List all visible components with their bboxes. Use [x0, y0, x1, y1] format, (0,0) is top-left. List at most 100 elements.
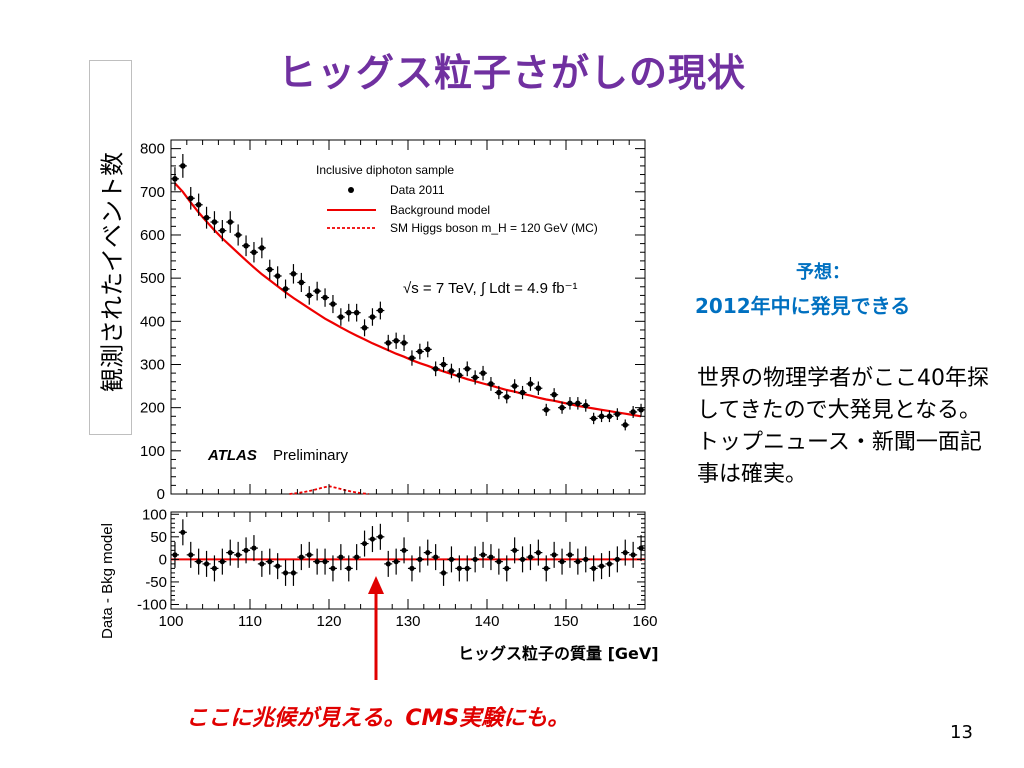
data-point: [172, 176, 178, 182]
data-point: [464, 366, 471, 372]
residual-point: [598, 563, 605, 569]
residual-point: [448, 556, 455, 562]
legend-entry-background: Background model: [390, 203, 490, 217]
data-point: [472, 374, 478, 381]
data-point: [582, 402, 589, 409]
data-point: [361, 324, 368, 331]
residual-point: [377, 534, 383, 540]
residual-point: [401, 547, 407, 553]
residual-point: [512, 547, 518, 553]
residual-point: [227, 550, 233, 556]
y-tick-label: 700: [140, 184, 165, 201]
residual-point: [464, 565, 470, 571]
legend-title: Inclusive diphoton sample: [316, 163, 454, 177]
residual-point: [267, 559, 273, 565]
residual-point: [219, 559, 225, 565]
x-tick-label: 130: [395, 613, 420, 630]
residual-point: [575, 559, 581, 565]
data-point: [511, 383, 518, 389]
residual-point: [330, 565, 336, 571]
residual-axis-title: Data - Bkg model: [99, 523, 116, 639]
data-point: [338, 314, 344, 320]
y-tick-label: 500: [140, 270, 165, 287]
legend-data-marker: [348, 187, 354, 193]
data-point: [622, 422, 629, 428]
residual-point: [456, 565, 462, 571]
data-point: [259, 245, 265, 251]
residual-point: [519, 556, 526, 562]
data-point: [211, 219, 218, 225]
data-point: [496, 389, 502, 396]
residual-point: [338, 554, 344, 560]
data-point: [180, 163, 186, 169]
residual-point: [203, 561, 210, 567]
residual-point: [259, 561, 265, 567]
data-point: [409, 355, 415, 361]
y-tick-label: 0: [159, 551, 167, 568]
y-tick-label: 400: [140, 313, 165, 330]
residual-point: [361, 540, 368, 547]
data-point: [282, 286, 289, 292]
data-point: [630, 409, 636, 415]
residual-point: [543, 565, 549, 571]
data-point: [503, 394, 510, 400]
residual-point: [251, 545, 257, 551]
data-point: [535, 385, 542, 392]
data-point: [203, 214, 210, 221]
residual-point: [275, 563, 281, 569]
lower-frame: [170, 511, 646, 610]
data-point: [480, 370, 486, 376]
body-text: 世界の物理学者がここ40年探してきたので大発見となる。トップニュース・新聞一面記…: [697, 366, 989, 487]
residual-point: [606, 561, 613, 567]
residual-point: [180, 529, 186, 535]
residual-point: [322, 559, 328, 565]
data-point: [298, 279, 305, 286]
signal-arrow-head: [368, 576, 384, 594]
data-point: [330, 301, 336, 307]
arrow-note: ここに兆候が見える。CMS実験にも。: [186, 706, 570, 731]
prediction-label: 予想：: [796, 262, 850, 283]
data-point: [606, 413, 613, 420]
residual-point: [409, 565, 415, 571]
residual-point: [417, 556, 423, 562]
y-tick-label: 300: [140, 356, 165, 373]
y-tick-label: 200: [140, 400, 165, 417]
residual-point: [583, 556, 589, 562]
residual-point: [591, 565, 597, 571]
data-point: [377, 307, 384, 314]
residual-point: [622, 550, 628, 556]
residual-point: [306, 552, 312, 558]
residual-point: [496, 559, 502, 565]
data-point: [195, 201, 202, 208]
residual-point: [385, 561, 391, 567]
residual-point: [314, 559, 320, 565]
data-point: [543, 407, 550, 413]
atlas-label: ATLAS: [207, 447, 257, 464]
y-tick-label: 50: [150, 529, 167, 546]
residual-point: [188, 552, 194, 558]
data-point: [440, 361, 447, 368]
residual-point: [559, 559, 565, 565]
residual-point: [551, 552, 557, 558]
data-point: [345, 309, 352, 316]
data-point: [456, 372, 463, 379]
data-point: [614, 411, 621, 417]
data-point: [353, 309, 360, 316]
energy-label: √s = 7 TeV, ∫ Ldt = 4.9 fb⁻¹: [403, 280, 578, 297]
data-point: [322, 294, 328, 301]
residual-point: [298, 554, 304, 560]
x-tick-label: 160: [632, 613, 657, 630]
residual-point: [433, 554, 439, 560]
legend-entry-higgs: SM Higgs boson m_H = 120 GeV (MC): [390, 221, 598, 235]
y-tick-label: 800: [140, 141, 165, 158]
residual-point: [504, 565, 510, 571]
residual-point: [425, 550, 431, 556]
data-point: [448, 368, 455, 374]
data-point: [638, 407, 644, 413]
residual-point: [567, 552, 573, 558]
data-point: [187, 195, 194, 202]
x-tick-label: 120: [316, 613, 341, 630]
residual-point: [346, 565, 352, 571]
data-point: [519, 389, 526, 396]
residual-point: [535, 550, 541, 556]
